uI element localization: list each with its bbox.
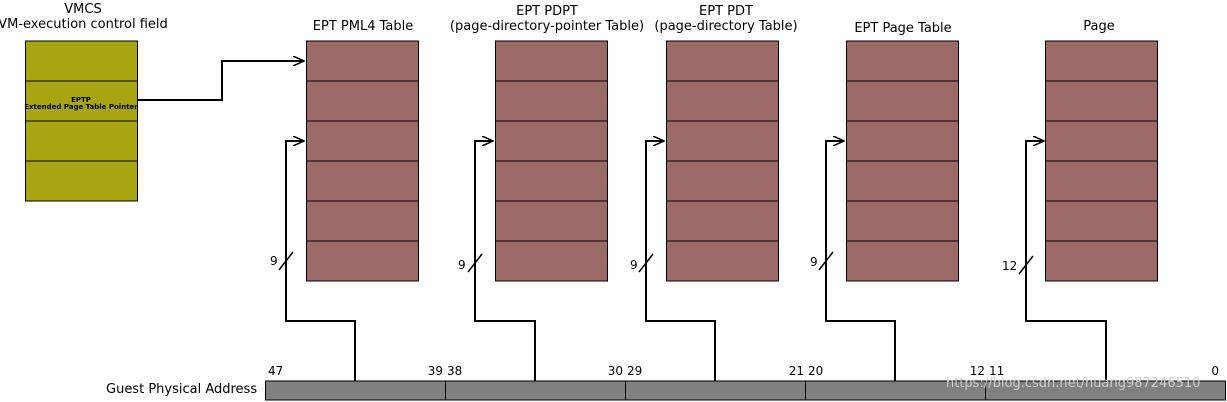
offset-bit-width-label: 12 xyxy=(1002,259,1017,273)
guest-physical-address-bar xyxy=(265,380,1226,401)
translation-tables xyxy=(306,40,1158,282)
guest-physical-address-label: Guest Physical Address xyxy=(106,382,257,397)
pdt-entry xyxy=(666,160,779,202)
address-field-segment xyxy=(985,380,1226,401)
page-entry xyxy=(1045,40,1158,82)
page-entry xyxy=(1045,80,1158,122)
bit-47-label: 47 xyxy=(268,364,283,378)
pdt-bit-width-label: 9 xyxy=(630,258,638,272)
pml4-entry xyxy=(306,80,419,122)
eptp-label: EPTP xyxy=(71,96,91,104)
pt-entry xyxy=(846,40,959,82)
pt-entry xyxy=(846,200,959,242)
pdt-entry xyxy=(666,40,779,82)
csdn-watermark: https://blog.csdn.net/huang987246510 xyxy=(946,376,1200,391)
address-field-segment xyxy=(445,380,626,401)
pml4-entry xyxy=(306,240,419,282)
pdpt-entry xyxy=(495,80,608,122)
page-entry xyxy=(1045,240,1158,282)
pdpt-subtitle: (page-directory-pointer Table) xyxy=(450,19,644,34)
pml4-index-connector xyxy=(285,141,356,381)
bit-12-label: 12 xyxy=(970,364,985,378)
pt-entry xyxy=(846,120,959,162)
vmcs-title: VMCS xyxy=(64,2,101,17)
vmcs-cell xyxy=(25,160,138,202)
pdpt-entry xyxy=(495,40,608,82)
bit-30-label: 30 xyxy=(608,364,623,378)
bit-38-label: 38 xyxy=(447,364,462,378)
pdt-subtitle: (page-directory Table) xyxy=(654,19,797,34)
pt-bit-width-label: 9 xyxy=(810,255,818,269)
pdt-entry xyxy=(666,120,779,162)
address-field-segment xyxy=(265,380,446,401)
pt-entry xyxy=(846,160,959,202)
vmcs-subtitle: VM-execution control field xyxy=(0,17,168,32)
bit-29-label: 29 xyxy=(627,364,642,378)
eptp-cell xyxy=(25,80,138,122)
pdpt-title: EPT PDPT xyxy=(516,4,578,19)
pdt-bit-width-tick xyxy=(638,253,654,273)
pml4-entry xyxy=(306,40,419,82)
address-field-segment xyxy=(625,380,806,401)
pml4-entry xyxy=(306,200,419,242)
page-entry xyxy=(1045,200,1158,242)
pdt-entry xyxy=(666,200,779,242)
pdpt-bit-width-label: 9 xyxy=(458,258,466,272)
bit-0-label: 0 xyxy=(1211,364,1219,378)
pml4-entry xyxy=(306,120,419,162)
eptp-pointer-arrow xyxy=(137,61,304,101)
eptp-description: Extended Page Table Pointer xyxy=(24,103,138,111)
pt-entry xyxy=(846,80,959,122)
bit-20-label: 20 xyxy=(808,364,823,378)
pdpt-bit-width-tick xyxy=(467,253,483,273)
pml4-table-title: EPT PML4 Table xyxy=(313,19,413,34)
pt-entry xyxy=(846,240,959,282)
page-title: Page xyxy=(1083,19,1114,34)
vmcs-cell xyxy=(25,40,138,82)
pdpt-entry xyxy=(495,200,608,242)
bit-39-label: 39 xyxy=(428,364,443,378)
pdpt-index-connector xyxy=(474,141,536,381)
vmcs-field-block xyxy=(25,40,138,202)
page-entry xyxy=(1045,120,1158,162)
pdpt-entry xyxy=(495,120,608,162)
pt-index-connector xyxy=(825,141,896,381)
pdt-entry xyxy=(666,80,779,122)
pml4-bit-width-tick xyxy=(278,251,294,271)
page-entry xyxy=(1045,160,1158,202)
bit-11-label: 11 xyxy=(989,364,1004,378)
pdt-entry xyxy=(666,240,779,282)
pdpt-entry xyxy=(495,160,608,202)
pml4-bit-width-label: 9 xyxy=(270,254,278,268)
vmcs-cell xyxy=(25,120,138,162)
pml4-entry xyxy=(306,160,419,202)
pdt-index-connector xyxy=(645,141,716,381)
pt-bit-width-tick xyxy=(818,251,834,271)
page-table-title: EPT Page Table xyxy=(854,21,951,36)
offset-bit-width-tick xyxy=(1018,255,1034,275)
pdt-title: EPT PDT xyxy=(699,4,753,19)
offset-connector xyxy=(1025,141,1107,381)
bit-21-label: 21 xyxy=(789,364,804,378)
pdpt-entry xyxy=(495,240,608,282)
